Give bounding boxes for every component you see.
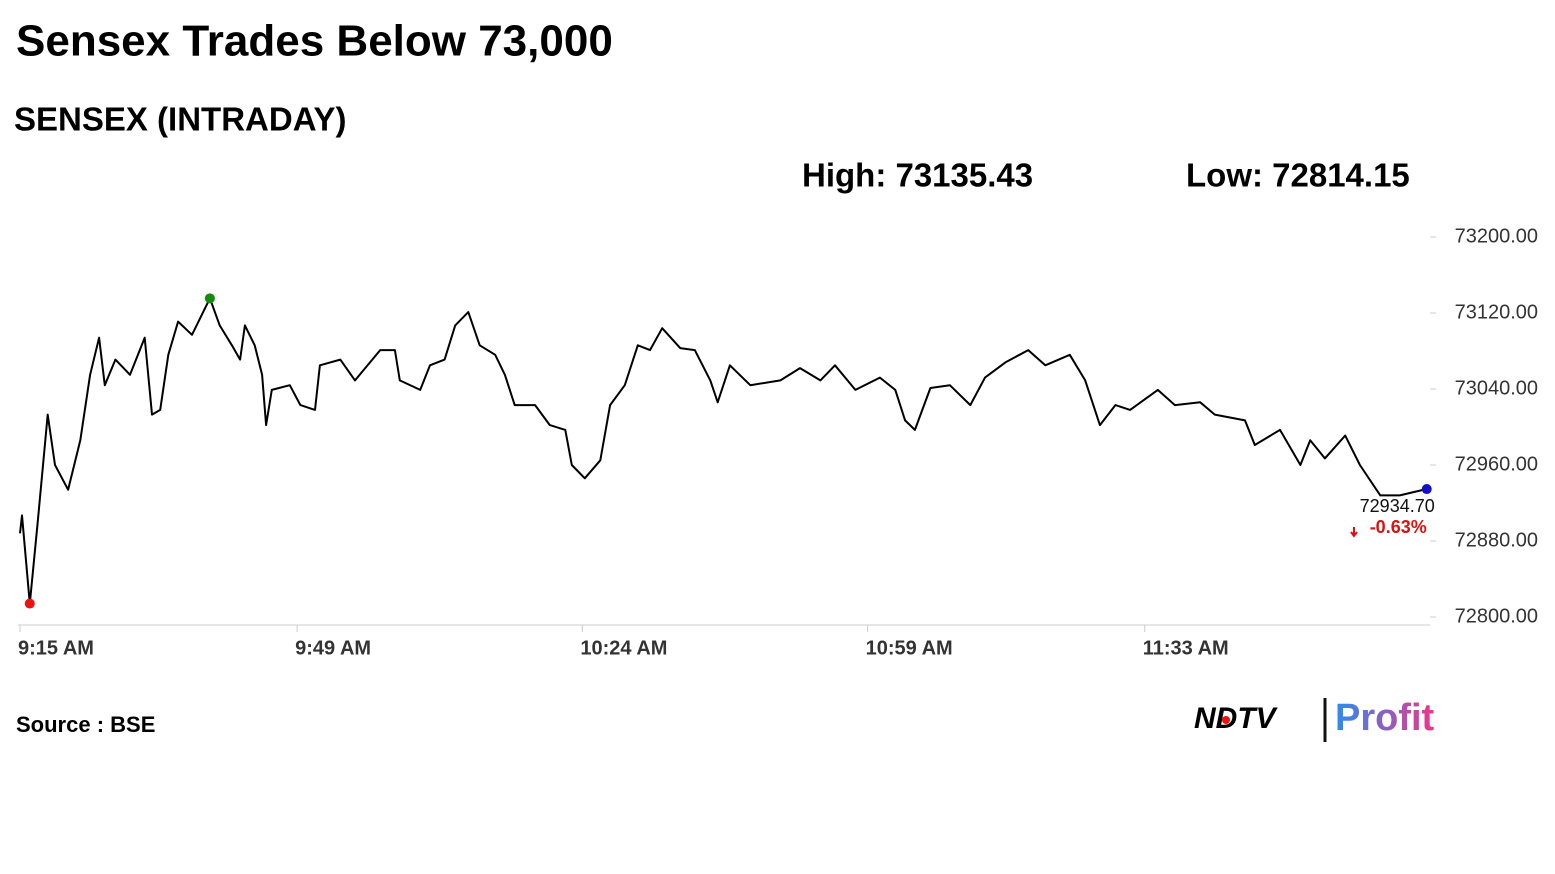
source: Source : BSE <box>16 712 155 737</box>
logo-ndtv: NDTV <box>1194 702 1279 735</box>
high-text: High: 73135.43 <box>802 157 1033 194</box>
chart-title: Sensex Trades Below 73,000 <box>16 17 613 66</box>
x-tick-label: 9:49 AM <box>295 637 371 659</box>
low-marker <box>24 598 35 609</box>
chart-subtitle: SENSEX (INTRADAY) <box>14 101 347 138</box>
x-tick-label: 11:33 AM <box>1143 637 1229 659</box>
y-tick-label: 72800.00 <box>1455 605 1538 627</box>
y-tick-label: 73120.00 <box>1455 301 1538 323</box>
x-tick-label: 10:24 AM <box>580 637 667 659</box>
logo-dot <box>1222 716 1230 724</box>
price-line <box>19 297 1427 605</box>
logo-profit: Profit <box>1335 697 1435 739</box>
y-tick-label: 73040.00 <box>1455 377 1538 399</box>
x-tick-label: 9:15 AM <box>18 637 94 659</box>
y-tick-label: 72880.00 <box>1455 529 1538 551</box>
down-arrow <box>1350 527 1358 538</box>
change-label: -0.63% <box>1370 517 1427 537</box>
low-text: Low: 72814.15 <box>1186 157 1410 194</box>
y-tick-label: 72960.00 <box>1455 453 1538 475</box>
high-marker <box>204 293 215 304</box>
y-tick-label: 73200.00 <box>1455 225 1538 247</box>
last-value-label: 72934.70 <box>1360 496 1435 516</box>
last-marker <box>1421 484 1432 495</box>
x-tick-label: 10:59 AM <box>866 637 953 659</box>
